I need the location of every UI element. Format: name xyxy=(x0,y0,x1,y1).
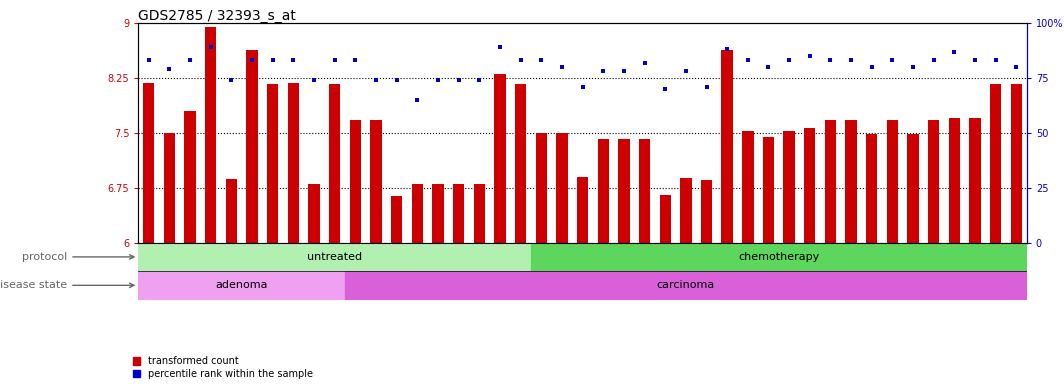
Bar xyxy=(908,134,919,243)
Bar xyxy=(138,243,531,271)
Bar xyxy=(531,243,1027,271)
Bar xyxy=(164,133,174,243)
Bar xyxy=(846,120,857,243)
Bar xyxy=(205,27,216,243)
Bar xyxy=(680,178,692,243)
Bar xyxy=(556,133,567,243)
Text: adenoma: adenoma xyxy=(215,280,268,290)
Bar xyxy=(138,271,345,300)
Bar xyxy=(184,111,196,243)
Bar xyxy=(494,74,505,243)
Bar xyxy=(309,184,319,243)
Text: disease state: disease state xyxy=(0,280,134,290)
Bar xyxy=(412,184,422,243)
Text: GDS2785 / 32393_s_at: GDS2785 / 32393_s_at xyxy=(138,9,296,23)
Bar xyxy=(390,196,402,243)
Bar xyxy=(618,139,630,243)
Bar xyxy=(783,131,795,243)
Bar xyxy=(660,195,671,243)
Bar xyxy=(577,177,588,243)
Bar xyxy=(246,50,257,243)
Bar xyxy=(345,271,1027,300)
Legend: transformed count, percentile rank within the sample: transformed count, percentile rank withi… xyxy=(133,356,313,379)
Bar xyxy=(763,137,775,243)
Bar xyxy=(370,120,382,243)
Bar xyxy=(638,139,650,243)
Bar xyxy=(535,133,547,243)
Bar xyxy=(267,84,279,243)
Bar xyxy=(866,134,878,243)
Text: carcinoma: carcinoma xyxy=(656,280,715,290)
Text: chemotherapy: chemotherapy xyxy=(738,252,819,262)
Text: untreated: untreated xyxy=(307,252,362,262)
Bar xyxy=(432,184,444,243)
Bar xyxy=(701,180,712,243)
Bar xyxy=(969,118,981,243)
Bar xyxy=(473,184,485,243)
Bar xyxy=(886,120,898,243)
Bar xyxy=(515,84,527,243)
Bar xyxy=(991,84,1001,243)
Bar xyxy=(226,179,237,243)
Bar xyxy=(329,84,340,243)
Bar xyxy=(287,83,299,243)
Bar xyxy=(804,128,815,243)
Text: protocol: protocol xyxy=(22,252,134,262)
Bar xyxy=(825,120,836,243)
Bar xyxy=(598,139,609,243)
Bar xyxy=(743,131,753,243)
Bar xyxy=(949,118,960,243)
Bar xyxy=(721,50,733,243)
Bar xyxy=(1011,84,1023,243)
Bar xyxy=(143,83,154,243)
Bar xyxy=(453,184,464,243)
Bar xyxy=(928,120,940,243)
Bar xyxy=(350,120,361,243)
